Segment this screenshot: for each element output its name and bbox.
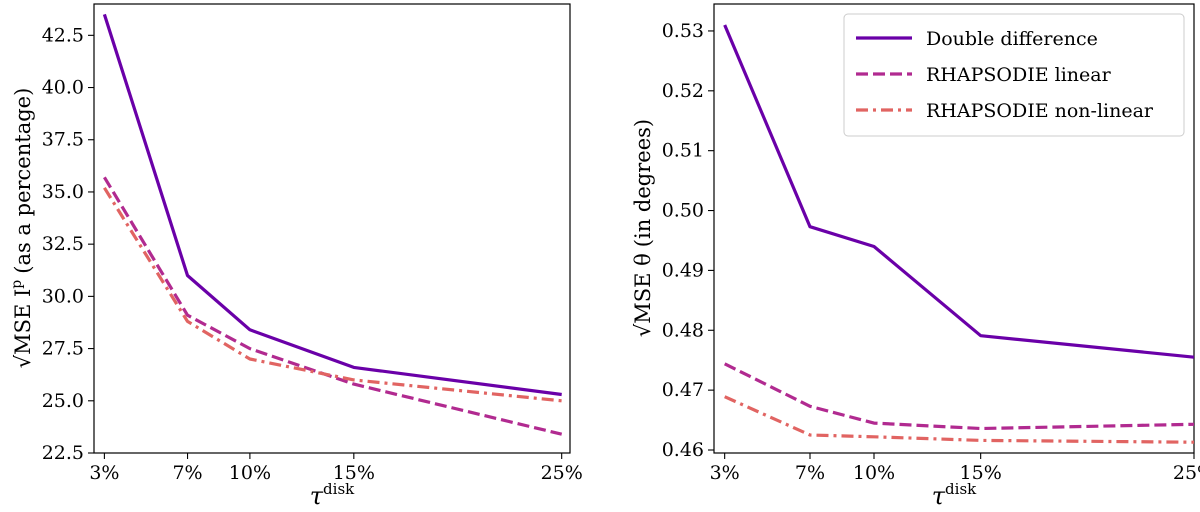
- left-y-axis-label-main: √MSE I: [11, 289, 35, 369]
- left-x-axis-label-sup: disk: [323, 480, 355, 498]
- left-series-double-difference: [102, 13, 562, 397]
- right-y-tick-label: 0.51: [662, 140, 704, 162]
- left-x-ticks: 3% 7% 10% 15% 25%: [89, 453, 583, 484]
- left-y-ticks: 22.5 25.0 27.5 30.0 32.5 35.0 37.5 40.0 42.5: [42, 24, 94, 464]
- left-y-tick-label: 32.5: [42, 233, 84, 255]
- left-y-tick-label: 42.5: [42, 24, 84, 46]
- right-series-rhapsodie-non-linear: [724, 395, 1195, 444]
- left-y-axis-label-sup: p: [9, 280, 25, 289]
- right-y-axis-label-main: √MSE θ: [631, 253, 655, 337]
- right-y-ticks: 0.46 0.47 0.48 0.49 0.50 0.51 0.52 0.53: [662, 20, 714, 461]
- right-x-tick-label: 10%: [853, 462, 895, 484]
- right-chart: 0.46 0.47 0.48 0.49 0.50 0.51 0.52 0.53 3% 7% 10%…: [631, 3, 1200, 510]
- right-x-tick-label: 15%: [960, 462, 1002, 484]
- left-y-tick-label: 35.0: [42, 181, 84, 203]
- right-x-axis-label-sup: disk: [945, 480, 977, 498]
- right-series-rhapsodie-linear: [723, 362, 1195, 431]
- left-y-axis-label-suffix: (as a percentage): [11, 88, 35, 274]
- legend-label-rhapsodie-non-linear: RHAPSODIE non-linear: [926, 100, 1154, 122]
- left-x-axis-label: τdisk: [310, 480, 355, 510]
- legend-label-double-difference: Double difference: [926, 28, 1098, 50]
- left-y-axis-label: √MSE Ip (as a percentage): [9, 88, 35, 369]
- left-series-rhapsodie-linear: [103, 176, 563, 436]
- left-x-axis-label-base: τ: [310, 482, 324, 510]
- left-chart: 22.5 25.0 27.5 30.0 32.5 35.0 37.5 40.0 42.5 3% 7…: [9, 3, 583, 510]
- right-x-ticks: 3% 7% 10% 15% 25%: [710, 453, 1200, 484]
- left-series-lines: [102, 13, 563, 436]
- right-y-tick-label: 0.46: [662, 439, 704, 461]
- right-y-tick-label: 0.48: [662, 319, 704, 341]
- right-y-tick-label: 0.52: [662, 80, 704, 102]
- left-y-tick-label: 37.5: [42, 129, 84, 151]
- left-x-tick-label: 7%: [172, 462, 202, 484]
- right-x-tick-label: 7%: [795, 462, 825, 484]
- right-plot-frame: [713, 3, 1195, 454]
- left-x-tick-label: 25%: [541, 462, 583, 484]
- left-y-tick-label: 27.5: [42, 338, 84, 360]
- right-y-tick-label: 0.53: [662, 20, 704, 42]
- left-series-rhapsodie-non-linear: [103, 186, 562, 403]
- right-y-tick-label: 0.50: [662, 200, 704, 222]
- right-y-tick-label: 0.49: [662, 259, 704, 281]
- left-y-tick-label: 30.0: [42, 285, 84, 307]
- right-x-axis-label-base: τ: [932, 482, 946, 510]
- left-y-tick-label: 22.5: [42, 442, 84, 464]
- right-x-tick-label: 3%: [710, 462, 740, 484]
- right-y-tick-label: 0.47: [662, 379, 704, 401]
- right-x-tick-label: 25%: [1173, 462, 1200, 484]
- legend-box: [843, 13, 1185, 137]
- right-x-axis-label: τdisk: [932, 480, 977, 510]
- right-y-axis-label-suffix: (in degrees): [631, 119, 655, 247]
- left-plot-frame: [93, 3, 571, 454]
- left-x-tick-label: 10%: [229, 462, 271, 484]
- left-x-tick-label: 3%: [89, 462, 119, 484]
- legend-label-rhapsodie-linear: RHAPSODIE linear: [926, 64, 1112, 86]
- right-series-double-difference: [723, 24, 1195, 359]
- left-y-tick-label: 40.0: [42, 77, 84, 99]
- right-series-lines: [723, 24, 1195, 444]
- left-x-tick-label: 15%: [333, 462, 375, 484]
- left-y-tick-label: 25.0: [42, 390, 84, 412]
- legend: Double difference RHAPSODIE linear RHAPS…: [843, 13, 1185, 137]
- right-y-axis-label: √MSE θ (in degrees): [631, 119, 655, 337]
